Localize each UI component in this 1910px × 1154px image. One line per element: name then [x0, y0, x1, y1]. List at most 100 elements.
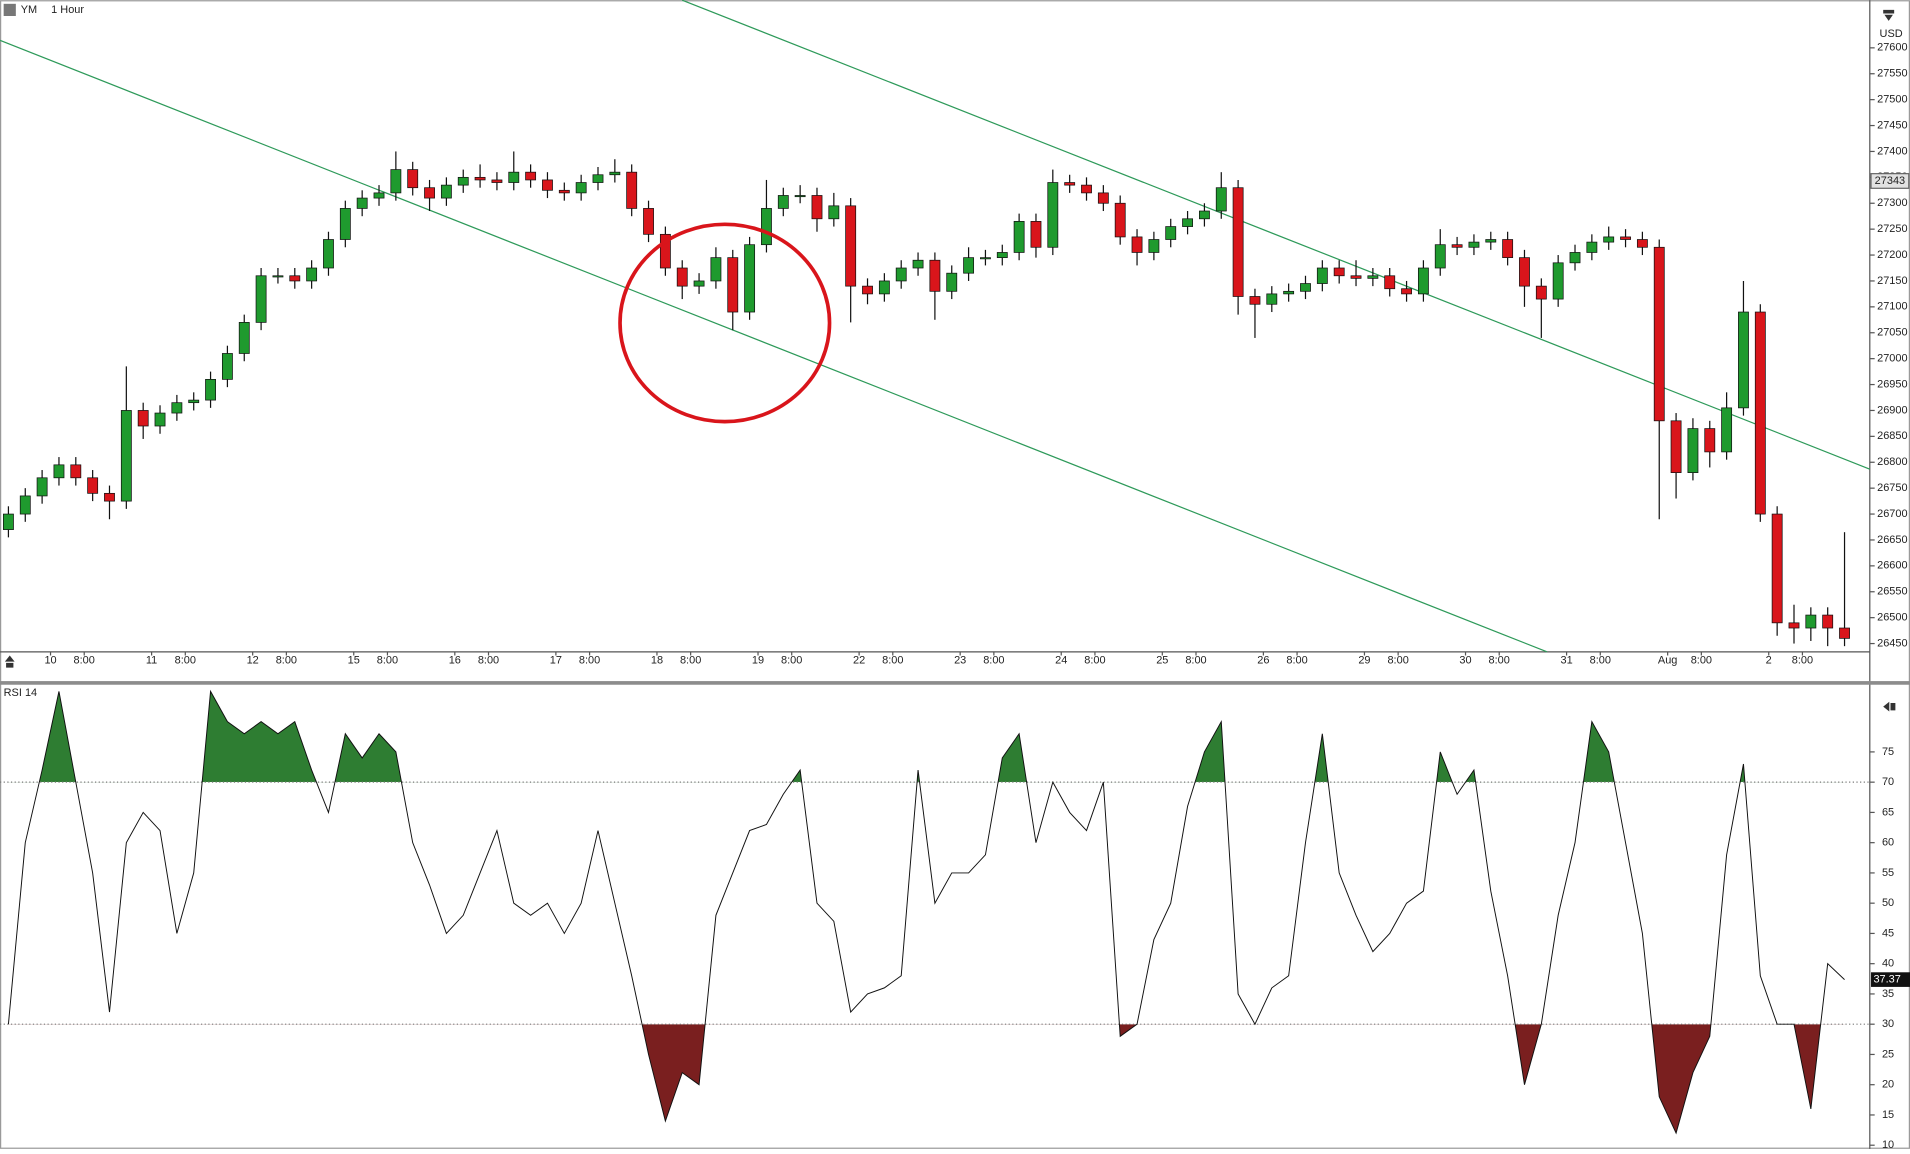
- candle-body: [676, 267, 688, 287]
- candle-body: [1148, 239, 1160, 253]
- y-tick-label: 27100: [1877, 301, 1907, 313]
- y-tick-label: 26600: [1877, 560, 1907, 572]
- x-tick-label: Aug: [1658, 654, 1678, 666]
- x-tick-label: 8:00: [1084, 654, 1105, 666]
- rsi-panel: 10 15 20 25 30 35 40 45 50 55 60 65 70 75 37.37: [0, 689, 1910, 1151]
- candle-body: [1114, 202, 1126, 238]
- candle-body: [1064, 182, 1076, 186]
- candle-body: [1468, 241, 1480, 248]
- x-tick-label: 8:00: [1691, 654, 1712, 666]
- candle-body: [575, 182, 587, 194]
- candle-body: [946, 272, 958, 292]
- last-value-label: 37.37: [1873, 973, 1900, 985]
- candle-body: [36, 477, 48, 497]
- candle-body: [1839, 627, 1850, 639]
- candle-body: [306, 267, 318, 282]
- y-tick-label: 65: [1882, 806, 1894, 818]
- candle-body: [980, 257, 991, 260]
- candle-body: [289, 275, 301, 282]
- candle-body: [929, 259, 941, 292]
- y-tick-label: 26650: [1877, 534, 1907, 546]
- y-tick-label: 30: [1882, 1018, 1894, 1030]
- candle-body: [339, 208, 351, 240]
- candle-body: [87, 477, 99, 494]
- candle-body: [440, 184, 452, 199]
- candle-body: [1047, 182, 1059, 248]
- y-tick-label: 26950: [1877, 378, 1907, 390]
- x-tick-label: 8:00: [1185, 654, 1206, 666]
- price-axis-toggle[interactable]: [1883, 9, 1895, 21]
- candle-body: [1384, 275, 1396, 290]
- x-tick-label: 8:00: [1387, 654, 1408, 666]
- candle-body: [1586, 241, 1598, 253]
- x-tick-label: 15: [348, 654, 360, 666]
- candle-body: [1434, 244, 1446, 269]
- candle-body: [1013, 221, 1025, 253]
- price-panel: 26450 26500 26550 26600 26650 26700 26750 26800…: [3, 42, 1910, 666]
- current-price-box: [1870, 173, 1910, 189]
- x-tick-label: 29: [1358, 654, 1370, 666]
- panel-separator: [0, 681, 1910, 685]
- y-tick-label: 26900: [1877, 404, 1907, 416]
- time-axis-toggle[interactable]: [4, 655, 15, 668]
- y-tick-label: 27300: [1877, 197, 1907, 209]
- candle-body: [1081, 184, 1092, 194]
- candle-body: [188, 399, 200, 404]
- x-tick-label: 11: [146, 654, 157, 666]
- candle-body: [1215, 187, 1227, 212]
- candle-body: [828, 205, 840, 220]
- candle-body: [761, 208, 772, 246]
- x-tick-label: 8:00: [175, 654, 196, 666]
- y-tick-label: 27150: [1877, 275, 1907, 287]
- x-tick-label: 8:00: [377, 654, 398, 666]
- candle-body: [1771, 513, 1783, 624]
- candle-body: [878, 280, 890, 295]
- candle-body: [508, 171, 520, 183]
- x-tick-label: 2: [1766, 654, 1772, 666]
- candle-body: [1502, 239, 1514, 259]
- candle-body: [727, 257, 739, 313]
- y-tick-label: 26450: [1877, 637, 1907, 649]
- candle-body: [1805, 614, 1817, 629]
- y-tick-label: 26850: [1877, 430, 1907, 442]
- y-tick-label: 26700: [1877, 508, 1907, 520]
- x-tick-label: 8:00: [74, 654, 95, 666]
- candle-body: [996, 252, 1008, 259]
- symbol-icon[interactable]: [3, 3, 16, 16]
- candle-body: [1552, 262, 1564, 300]
- candle-body: [1620, 236, 1631, 240]
- indicator-toggle[interactable]: [1883, 701, 1896, 712]
- y-tick-label: 55: [1882, 867, 1894, 879]
- candle-body: [1451, 244, 1463, 248]
- x-tick-label: 23: [954, 654, 966, 666]
- candle-body: [1704, 428, 1716, 453]
- candle-body: [1199, 210, 1210, 220]
- x-tick-label: 8:00: [1590, 654, 1611, 666]
- x-tick-label: 12: [247, 654, 259, 666]
- candle-body: [777, 195, 789, 209]
- candle-body: [845, 205, 857, 287]
- candle-body: [1754, 311, 1766, 515]
- candle-body: [1519, 257, 1530, 287]
- x-tick-label: 8:00: [781, 654, 802, 666]
- y-tick-label: 27550: [1877, 68, 1907, 80]
- y-tick-label: 40: [1882, 958, 1894, 970]
- x-tick-label: 10: [44, 654, 56, 666]
- candle-body: [474, 176, 486, 181]
- candle-body: [811, 195, 823, 220]
- candle-body: [542, 179, 553, 191]
- y-tick-label: 75: [1882, 746, 1894, 758]
- candle-body: [104, 492, 115, 502]
- y-tick-label: 25: [1882, 1048, 1894, 1060]
- indicator-title: RSI 14: [4, 687, 38, 699]
- x-tick-label: 8:00: [1792, 654, 1813, 666]
- candle-body: [710, 257, 722, 282]
- candle-body: [1535, 285, 1547, 300]
- candle-body: [1401, 288, 1412, 295]
- candle-body: [744, 244, 756, 313]
- x-tick-label: 8:00: [983, 654, 1004, 666]
- candle-body: [895, 267, 907, 282]
